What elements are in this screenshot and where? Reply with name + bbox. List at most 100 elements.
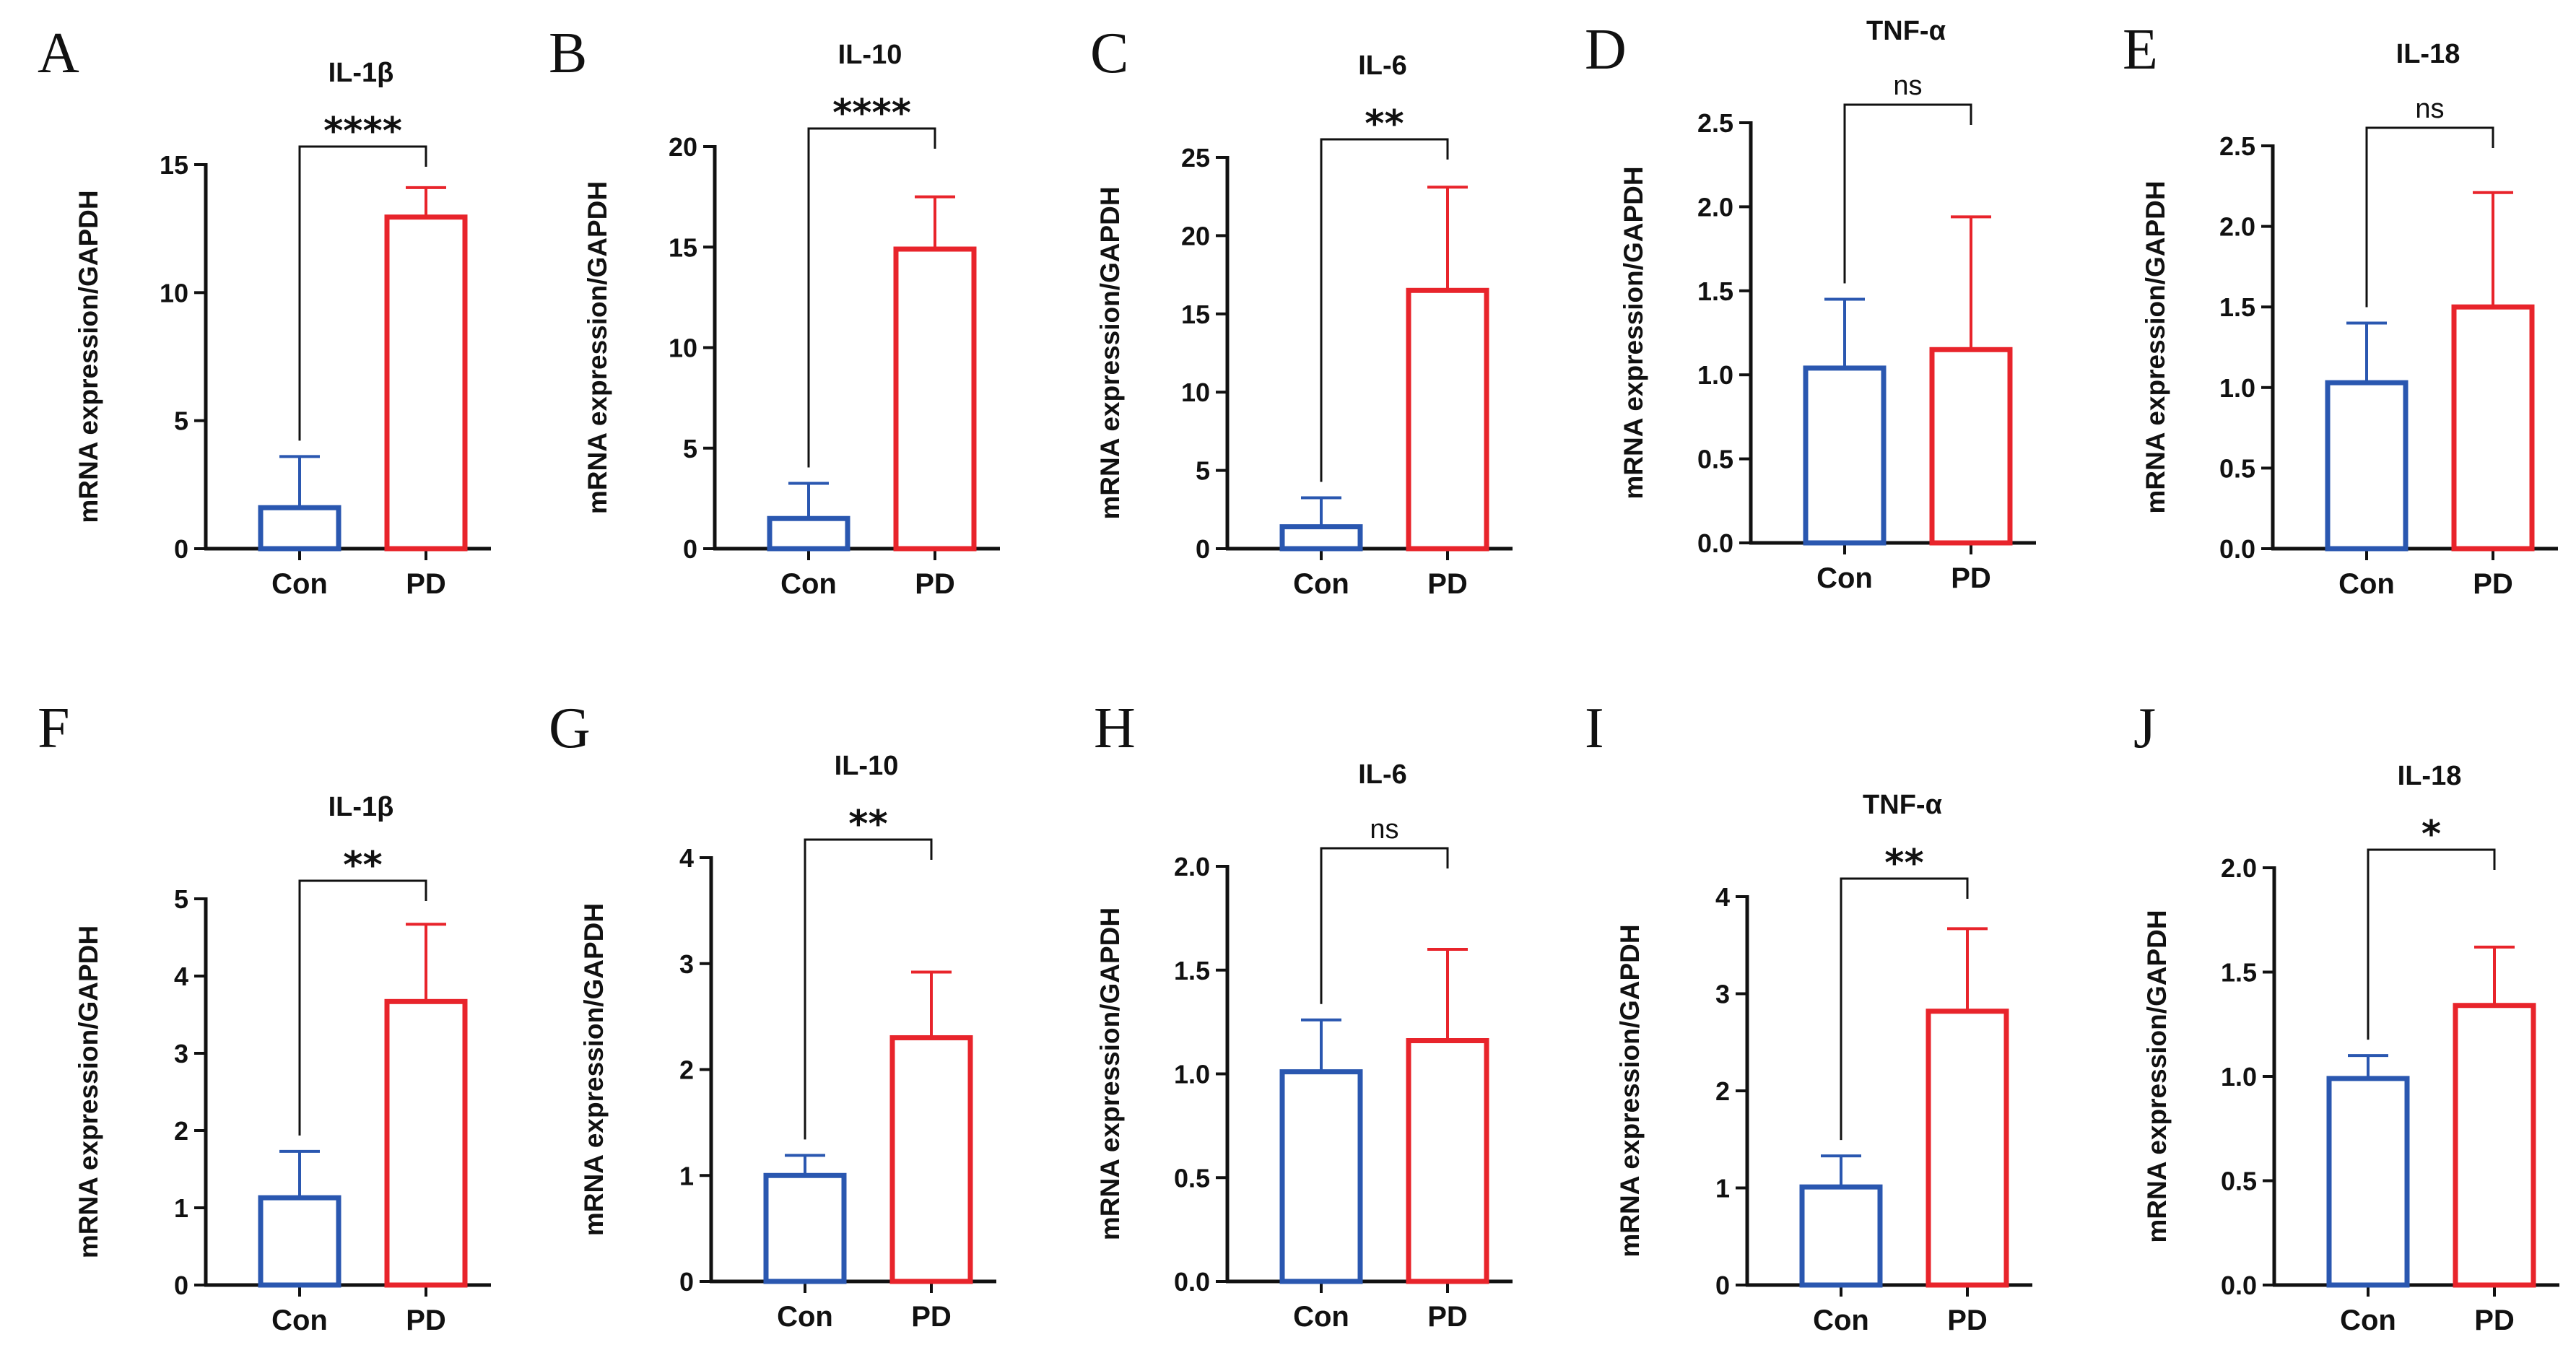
y-tick-label: 20 — [1181, 221, 1210, 251]
panel-c: C IL-6 0 5 10 15 20 25 mRNA expression/GAPDH Con P… — [1090, 22, 1513, 600]
x-tick-label-con: Con — [2340, 1305, 2396, 1336]
panel-g: G IL-10 0 1 2 3 4 mRNA expression/GAPDH Con PD ** — [549, 697, 996, 1333]
panel-j: J IL-18 0.0 0.5 1.0 1.5 2.0 mRNA expression/GAP… — [2133, 697, 2559, 1336]
y-tick-label: 0 — [1196, 534, 1210, 564]
y-tick-label: 2.0 — [1174, 852, 1210, 881]
chart-title: TNF-α — [1863, 790, 1942, 820]
panel-letter: E — [2123, 18, 2158, 82]
bar-pd — [1406, 1038, 1489, 1284]
panel-letter: D — [1585, 18, 1627, 82]
y-tick-label: 2 — [174, 1116, 188, 1146]
y-tick-label: 1.0 — [1174, 1060, 1210, 1089]
bar-con — [767, 515, 850, 552]
chart-title: IL-18 — [2396, 39, 2460, 69]
y-tick-label: 1 — [174, 1193, 188, 1223]
y-tick-label: 0.0 — [2221, 1271, 2257, 1300]
y-tick-label: 5 — [174, 884, 188, 914]
y-tick-label: 1 — [679, 1161, 694, 1190]
y-tick-label: 2.5 — [2219, 131, 2255, 161]
significance-bracket — [2365, 126, 2494, 308]
y-axis-label: mRNA expression/GAPDH — [583, 181, 612, 514]
chart-title: TNF-α — [1866, 16, 1946, 46]
y-tick-label: 0 — [174, 534, 188, 564]
x-tick-label-con: Con — [1293, 1301, 1349, 1333]
x-tick-label-con: Con — [1816, 562, 1873, 594]
x-tick-label-con: Con — [1813, 1305, 1869, 1336]
significance-label: **** — [832, 92, 911, 135]
panel-e: E IL-18 0.0 0.5 1.0 1.5 2.0 2.5 mRNA expression/… — [2123, 18, 2558, 600]
y-tick-label: 0.5 — [2221, 1167, 2257, 1196]
panel-letter: C — [1090, 22, 1128, 85]
panel-letter: H — [1094, 697, 1136, 760]
bar-con — [2325, 380, 2409, 552]
x-tick-label-con: Con — [780, 568, 837, 600]
x-tick-label-con: Con — [271, 1305, 328, 1336]
x-tick-label-pd: PD — [915, 568, 955, 600]
y-tick-label: 1.0 — [2221, 1062, 2257, 1092]
panel-letter: A — [38, 22, 79, 85]
chart-title: IL-10 — [838, 40, 902, 70]
bar-con — [258, 1195, 341, 1288]
significance-label: ns — [1893, 71, 1922, 101]
bar-pd — [1929, 347, 2013, 546]
y-tick-label: 2.5 — [1697, 108, 1733, 138]
significance-bracket — [298, 879, 427, 1136]
x-tick-label-con: Con — [1293, 568, 1349, 600]
panel-letter: F — [38, 697, 70, 760]
significance-bracket — [804, 838, 933, 1140]
significance-bracket — [1840, 877, 1969, 1141]
y-tick-label: 1.5 — [2219, 292, 2255, 322]
bar-con — [763, 1172, 847, 1284]
y-tick-label: 2 — [679, 1055, 694, 1085]
x-tick-label-pd: PD — [406, 568, 446, 600]
x-tick-label-con: Con — [271, 568, 328, 600]
y-axis-label: mRNA expression/GAPDH — [1615, 924, 1645, 1257]
chart-title: IL-10 — [835, 751, 899, 781]
y-tick-label: 0.0 — [1174, 1267, 1210, 1297]
y-tick-label: 1.5 — [2221, 958, 2257, 988]
significance-label: ns — [2415, 94, 2444, 124]
x-tick-label-pd: PD — [911, 1301, 952, 1333]
significance-bracket — [298, 145, 427, 441]
x-tick-label-pd: PD — [2474, 1305, 2515, 1336]
y-tick-label: 5 — [1196, 456, 1210, 486]
y-tick-label: 25 — [1181, 143, 1210, 173]
y-tick-label: 0.0 — [2219, 534, 2255, 564]
y-axis-label: mRNA expression/GAPDH — [74, 926, 103, 1258]
x-tick-label-pd: PD — [1947, 1305, 1988, 1336]
significance-bracket — [1843, 103, 1972, 284]
y-tick-label: 0.0 — [1697, 528, 1733, 558]
panel-letter: B — [549, 22, 587, 85]
significance-bracket — [807, 127, 936, 468]
y-tick-label: 0 — [679, 1267, 694, 1297]
chart-title: IL-1β — [328, 58, 394, 88]
significance-label: ** — [1884, 842, 1923, 885]
significance-bracket — [1320, 138, 1449, 482]
panel-letter: G — [549, 697, 591, 760]
x-tick-label-pd: PD — [1951, 562, 1991, 594]
x-tick-label-con: Con — [2338, 568, 2395, 600]
panel-i: I TNF-α 0 1 2 3 4 mRNA expression/GAPDH Con PD ** — [1585, 697, 2032, 1336]
panel-h: H IL-6 0.0 0.5 1.0 1.5 2.0 mRNA expression/GAPD… — [1094, 697, 1513, 1333]
y-tick-label: 20 — [669, 132, 697, 162]
y-tick-label: 2.0 — [1697, 192, 1733, 222]
bar-pd — [1406, 287, 1489, 552]
bar-con — [1279, 1069, 1363, 1284]
panel-letter: I — [1585, 697, 1604, 760]
significance-label: ** — [1365, 103, 1404, 146]
y-tick-label: 4 — [1715, 882, 1730, 912]
chart-title: IL-1β — [328, 792, 394, 822]
x-tick-label-pd: PD — [2473, 568, 2513, 600]
y-tick-label: 0.5 — [1697, 445, 1733, 474]
significance-label: * — [2421, 813, 2441, 856]
bar-con — [258, 505, 341, 552]
bar-pd — [384, 998, 468, 1288]
y-tick-label: 10 — [669, 334, 697, 363]
y-tick-label: 1.0 — [2219, 373, 2255, 403]
y-tick-label: 3 — [174, 1039, 188, 1068]
panel-a: A IL-1β 0 5 10 15 mRNA expression/GAPDH Con PD **… — [38, 22, 491, 600]
x-tick-label-pd: PD — [1427, 1301, 1468, 1333]
bar-con — [1799, 1184, 1883, 1288]
significance-label: ns — [1370, 814, 1398, 845]
y-tick-label: 0.5 — [2219, 453, 2255, 483]
